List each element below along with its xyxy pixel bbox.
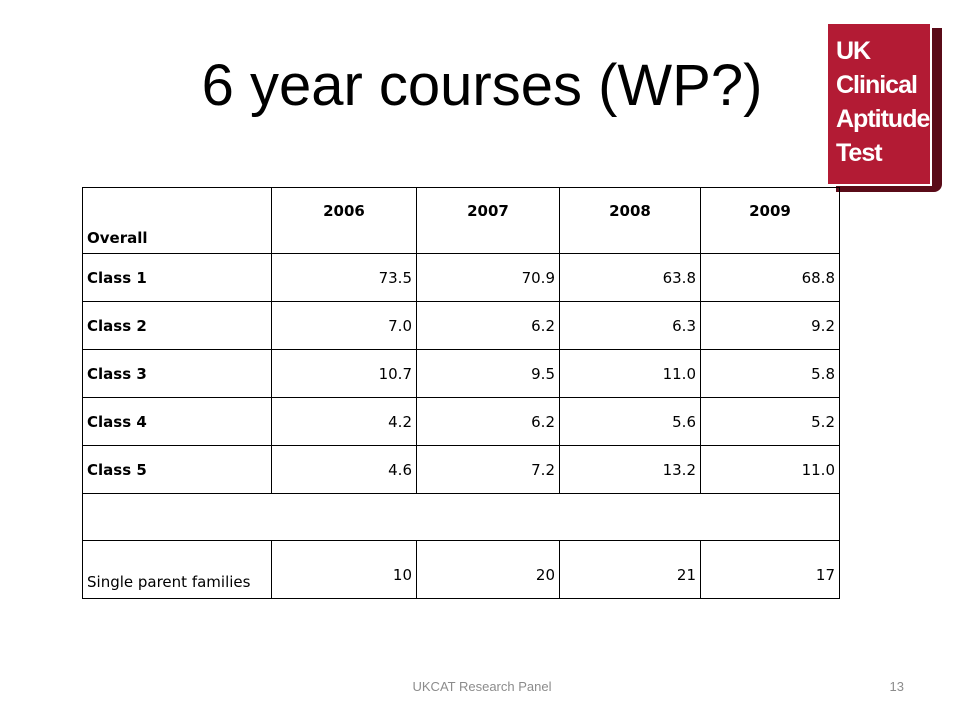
cell: 2009 [700, 187, 840, 254]
row-label: Class 5 [82, 445, 272, 494]
logo-line: UK [836, 37, 871, 65]
cell: 2006 [271, 187, 417, 254]
cell: 73.5 [271, 253, 417, 302]
cell: 17 [700, 540, 840, 599]
row-label: Class 1 [82, 253, 272, 302]
cell: 6.2 [416, 397, 560, 446]
blank-cell [82, 493, 840, 541]
cell: 68.8 [700, 253, 840, 302]
row-label: Class 2 [82, 301, 272, 350]
row-label: Class 3 [82, 349, 272, 398]
table-row: Overall 2006 2007 2008 2009 [82, 187, 840, 254]
logo-line: Test [836, 139, 883, 167]
cell: 63.8 [559, 253, 701, 302]
row-label: Class 4 [82, 397, 272, 446]
cell: 5.8 [700, 349, 840, 398]
data-table: Overall 2006 2007 2008 2009 Class 1 73.5 70.9 63… [82, 187, 840, 599]
table-body: Overall 2006 2007 2008 2009 Class 1 73.5 70.9 63… [82, 187, 840, 599]
table-row: Class 5 4.6 7.2 13.2 11.0 [82, 445, 840, 494]
cell: 10.7 [271, 349, 417, 398]
page-number: 13 [889, 679, 904, 694]
cell: 6.3 [559, 301, 701, 350]
cell: 4.2 [271, 397, 417, 446]
logo-line: Clinical [836, 71, 918, 99]
logo: UK Clinical Aptitude Test [826, 22, 932, 186]
table-row: Class 4 4.2 6.2 5.6 5.2 [82, 397, 840, 446]
cell: 21 [559, 540, 701, 599]
cell: 7.0 [271, 301, 417, 350]
footer: UKCAT Research Panel [412, 679, 552, 694]
cell: 10 [271, 540, 417, 599]
cell: 9.5 [416, 349, 560, 398]
cell: 20 [416, 540, 560, 599]
cell: 70.9 [416, 253, 560, 302]
cell: 9.2 [700, 301, 840, 350]
blank-row [82, 493, 840, 541]
table-row: Class 3 10.7 9.5 11.0 5.8 [82, 349, 840, 398]
cell: 2007 [416, 187, 560, 254]
table-row: Single parent families 10 20 21 17 [82, 540, 840, 599]
slide-title: 6 year courses (WP?) [201, 53, 763, 118]
cell: 13.2 [559, 445, 701, 494]
cell: 5.6 [559, 397, 701, 446]
table-row: Class 2 7.0 6.2 6.3 9.2 [82, 301, 840, 350]
cell: 2008 [559, 187, 701, 254]
table-row: Class 1 73.5 70.9 63.8 68.8 [82, 253, 840, 302]
row-label: Overall [82, 187, 272, 254]
cell: 4.6 [271, 445, 417, 494]
cell: 7.2 [416, 445, 560, 494]
cell: 6.2 [416, 301, 560, 350]
cell: 11.0 [559, 349, 701, 398]
cell: 5.2 [700, 397, 840, 446]
cell: 11.0 [700, 445, 840, 494]
logo-line: Aptitude [836, 105, 930, 133]
row-label: Single parent families [82, 540, 272, 599]
